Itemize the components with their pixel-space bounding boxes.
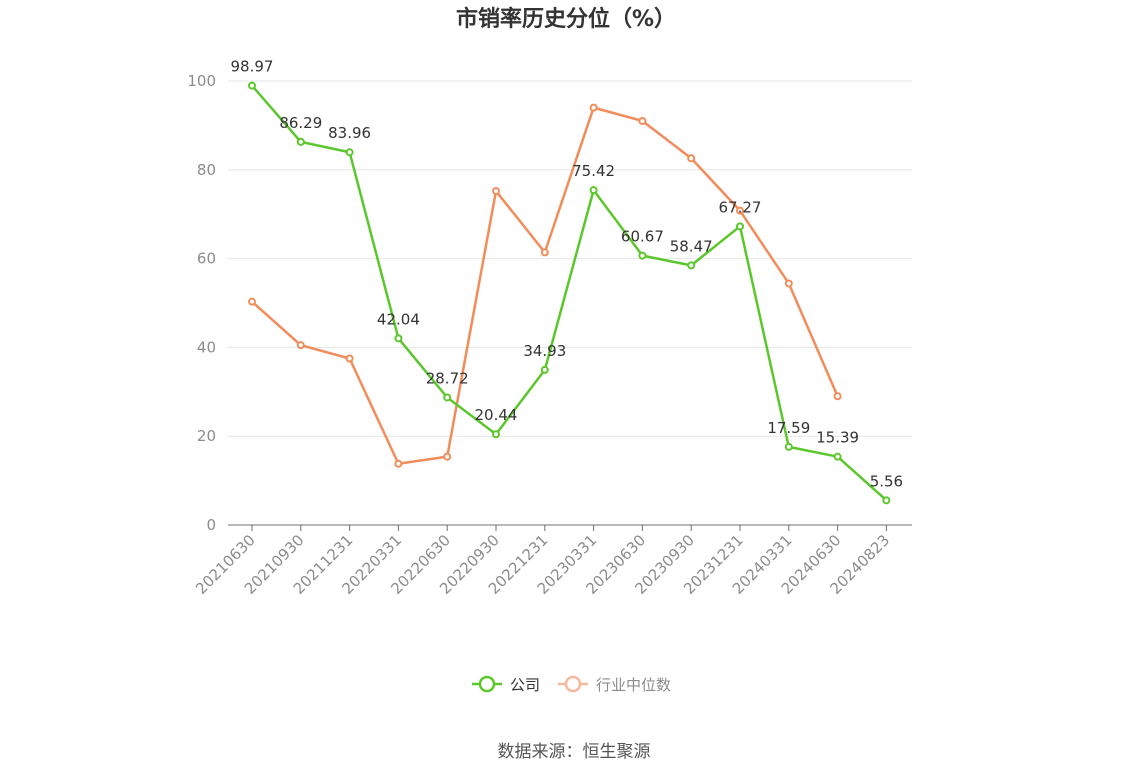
data-label: 98.97	[231, 58, 274, 76]
legend-label-0: 公司	[510, 676, 540, 694]
source-text: 数据来源：恒生聚源	[498, 742, 651, 762]
y-tick-label: 0	[206, 516, 216, 534]
data-point	[589, 103, 598, 112]
data-label: 83.96	[328, 124, 371, 142]
data-point	[638, 251, 647, 260]
y-tick-label: 80	[197, 161, 216, 179]
data-point	[736, 222, 744, 231]
y-tick-label: 40	[197, 338, 216, 356]
data-point	[833, 452, 842, 461]
data-label: 60.67	[621, 228, 664, 246]
data-label: 28.72	[426, 369, 469, 387]
data-point	[345, 354, 354, 363]
grid	[228, 80, 912, 437]
legend-marker-0	[478, 675, 496, 693]
data-point	[589, 186, 598, 195]
legend: 公司 行业中位数	[472, 675, 671, 694]
data-label: 17.59	[767, 419, 810, 437]
data-point	[394, 334, 403, 343]
series-layer	[248, 81, 891, 505]
data-label: 86.29	[279, 114, 322, 132]
y-tick-label: 100	[187, 72, 216, 90]
data-point	[248, 297, 256, 306]
data-point	[736, 206, 744, 215]
data-point	[345, 148, 354, 157]
data-point	[248, 81, 256, 90]
data-point	[296, 341, 305, 350]
series-line-1	[251, 106, 839, 465]
legend-label-1: 行业中位数	[596, 676, 671, 694]
data-point	[784, 442, 793, 451]
data-point	[492, 430, 500, 439]
data-label: 20.44	[475, 406, 518, 424]
data-label: 34.93	[523, 342, 566, 360]
data-point	[638, 116, 647, 125]
data-label: 58.47	[670, 237, 713, 255]
chart-title: 市销率历史分位（%）	[456, 6, 676, 32]
data-point	[687, 261, 696, 270]
data-label: 75.42	[572, 162, 615, 180]
data-label: 5.56	[870, 472, 903, 490]
data-point	[394, 459, 403, 468]
data-point	[833, 392, 842, 401]
data-label: 42.04	[377, 310, 420, 328]
data-point	[882, 496, 891, 505]
legend-marker-1	[564, 675, 582, 693]
data-point	[443, 393, 452, 402]
data-label: 67.27	[719, 198, 762, 216]
axes: 0204060801002021063020210930202112312022…	[187, 72, 912, 598]
data-point	[687, 154, 696, 163]
data-point	[296, 137, 305, 146]
data-point	[540, 365, 549, 374]
series-line-0	[251, 84, 888, 502]
data-point	[443, 452, 452, 461]
y-tick-label: 20	[197, 427, 216, 445]
y-tick-label: 60	[197, 250, 216, 268]
data-point	[540, 248, 549, 257]
data-labels: 98.97 86.29 83.96 42.04 28.72 20.44 34.93 75.42…	[231, 58, 904, 491]
data-point	[492, 187, 500, 196]
data-point	[784, 279, 793, 288]
data-label: 15.39	[816, 429, 859, 447]
